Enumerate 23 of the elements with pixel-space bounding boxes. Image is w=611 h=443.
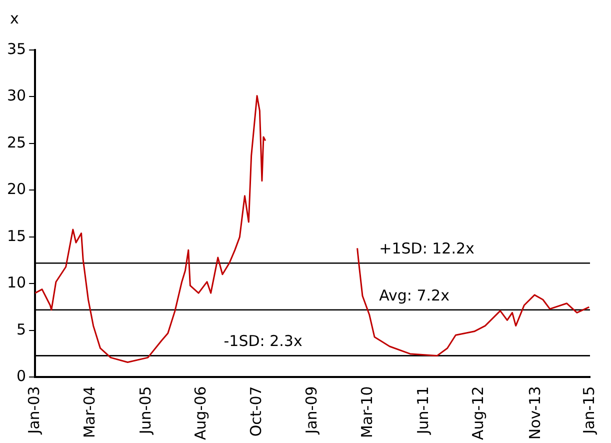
x-tick-label: Mar-04 [80,386,98,438]
ref-line-label: +1SD: 12.2x [379,240,475,258]
x-tick-label: Oct-07 [246,386,265,437]
y-axis-title: x [10,9,19,28]
x-tick-label: Jan-09 [302,386,320,435]
ref-line-label: -1SD: 2.3x [224,332,302,350]
y-tick-label: 5 [16,320,26,338]
y-tick-label: 35 [6,40,26,58]
y-tick-label: 20 [6,180,26,198]
x-tick-label: Aug-12 [468,386,487,440]
y-tick-label: 10 [6,274,26,292]
y-tick-label: 15 [6,226,26,245]
y-tick-label: 25 [6,133,26,152]
x-tick-label: Mar-10 [358,386,376,438]
y-tick-label: 30 [6,86,26,105]
x-tick-label: Jun-05 [136,386,155,436]
y-tick-label: 0 [16,367,26,386]
x-tick-label: Jan-15 [580,386,598,435]
x-tick-label: Aug-06 [191,386,210,440]
x-tick-label: Jun-11 [414,386,432,436]
x-tick-label: Nov-13 [526,386,544,440]
x-tick-label: Jan-03 [24,386,43,435]
ref-line-label: Avg: 7.2x [379,286,450,304]
